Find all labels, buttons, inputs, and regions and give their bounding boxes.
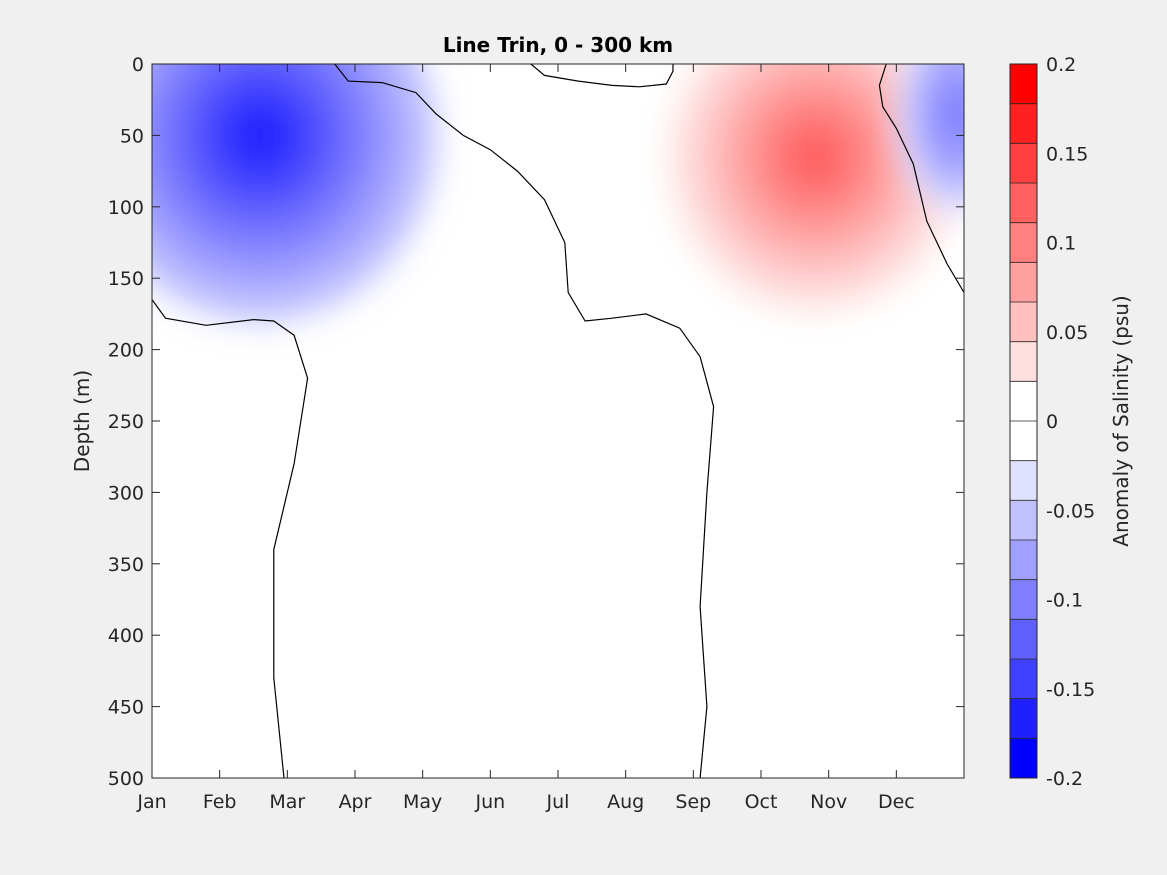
x-tick-label: Sep [675, 791, 711, 813]
colorbar-block [1010, 619, 1037, 660]
positive-anomaly-core [639, 64, 964, 343]
x-tick-label: Jan [136, 791, 166, 813]
colorbar-block [1010, 421, 1037, 462]
x-tick-label: Aug [607, 791, 644, 813]
plot-area: Jan Feb Mar Apr May Jun Jul Aug Sep Oct Nov Dec 0 50… [108, 54, 965, 813]
y-tick-label: 50 [120, 125, 144, 147]
colorbar-block [1010, 262, 1037, 303]
salinity-anomaly-field [152, 64, 964, 343]
colorbar-block [1010, 341, 1037, 382]
y-tick-label: 200 [108, 340, 144, 362]
colorbar-blocks [1010, 64, 1037, 779]
colorbar-block [1010, 222, 1037, 263]
chart-title: Line Trin, 0 - 300 km [443, 33, 673, 57]
x-tick-label: Mar [269, 791, 305, 813]
colorbar-ticks: 0.2 0.15 0.1 0.05 0 -0.05 -0.1 -0.15 -0.2 [1046, 54, 1095, 790]
x-axis-ticks: Jan Feb Mar Apr May Jun Jul Aug Sep Oct Nov Dec [136, 64, 915, 813]
zero-contour-line [152, 299, 309, 778]
anomaly-band [947, 97, 964, 131]
zero-contour-line [334, 64, 715, 778]
colorbar-block [1010, 143, 1037, 184]
colorbar-tick-label: 0.1 [1046, 233, 1076, 255]
colorbar-block [1010, 540, 1037, 581]
colorbar-tick-label: 0.2 [1046, 54, 1076, 76]
colorbar-block [1010, 64, 1037, 105]
colorbar-block [1010, 698, 1037, 739]
x-tick-label: Jun [474, 791, 505, 813]
colorbar-block [1010, 500, 1037, 541]
colorbar: 0.2 0.15 0.1 0.05 0 -0.05 -0.1 -0.15 -0.2 Anomal… [1009, 54, 1133, 790]
x-tick-label: Jul [546, 791, 570, 813]
colorbar-block [1010, 738, 1037, 779]
zero-contour-line [530, 64, 674, 88]
y-tick-label: 0 [132, 54, 144, 76]
x-tick-label: May [403, 791, 442, 813]
x-tick-label: Dec [878, 791, 915, 813]
zero-contour-line [878, 64, 964, 293]
zero-contours [152, 64, 964, 778]
colorbar-block [1010, 460, 1037, 501]
y-axis-label: Depth (m) [70, 370, 94, 472]
colorbar-tick-label: 0.15 [1046, 143, 1088, 165]
x-tick-label: Oct [745, 791, 778, 813]
colorbar-block [1010, 381, 1037, 422]
colorbar-tick-label: -0.15 [1046, 679, 1095, 701]
y-tick-label: 400 [108, 625, 144, 647]
colorbar-tick-label: -0.1 [1046, 590, 1083, 612]
colorbar-label: Anomaly of Salinity (psu) [1109, 295, 1133, 546]
negative-anomaly-core [896, 64, 964, 214]
colorbar-tick-label: 0.05 [1046, 322, 1088, 344]
y-tick-label: 300 [108, 482, 144, 504]
anomaly-band [785, 125, 845, 188]
colorbar-block [1010, 183, 1037, 224]
anomaly-band [230, 104, 290, 167]
y-tick-label: 250 [108, 411, 144, 433]
colorbar-tick-label: -0.2 [1046, 768, 1083, 790]
y-tick-label: 350 [108, 554, 144, 576]
colorbar-block [1010, 302, 1037, 343]
negative-anomaly-core [152, 64, 437, 321]
x-tick-label: Apr [339, 791, 372, 813]
y-tick-label: 100 [108, 197, 144, 219]
y-tick-label: 450 [108, 697, 144, 719]
y-tick-label: 500 [108, 768, 144, 790]
x-tick-label: Nov [810, 791, 847, 813]
colorbar-block [1010, 579, 1037, 620]
x-tick-label: Feb [203, 791, 237, 813]
y-axis-ticks: 0 50 100 150 200 250 300 350 400 450 500 [108, 54, 964, 790]
colorbar-block [1010, 659, 1037, 700]
colorbar-tick-label: -0.05 [1046, 500, 1095, 522]
colorbar-tick-label: 0 [1046, 411, 1058, 433]
colorbar-frame [1009, 63, 1038, 779]
y-tick-label: 150 [108, 268, 144, 290]
colorbar-block [1010, 103, 1037, 144]
